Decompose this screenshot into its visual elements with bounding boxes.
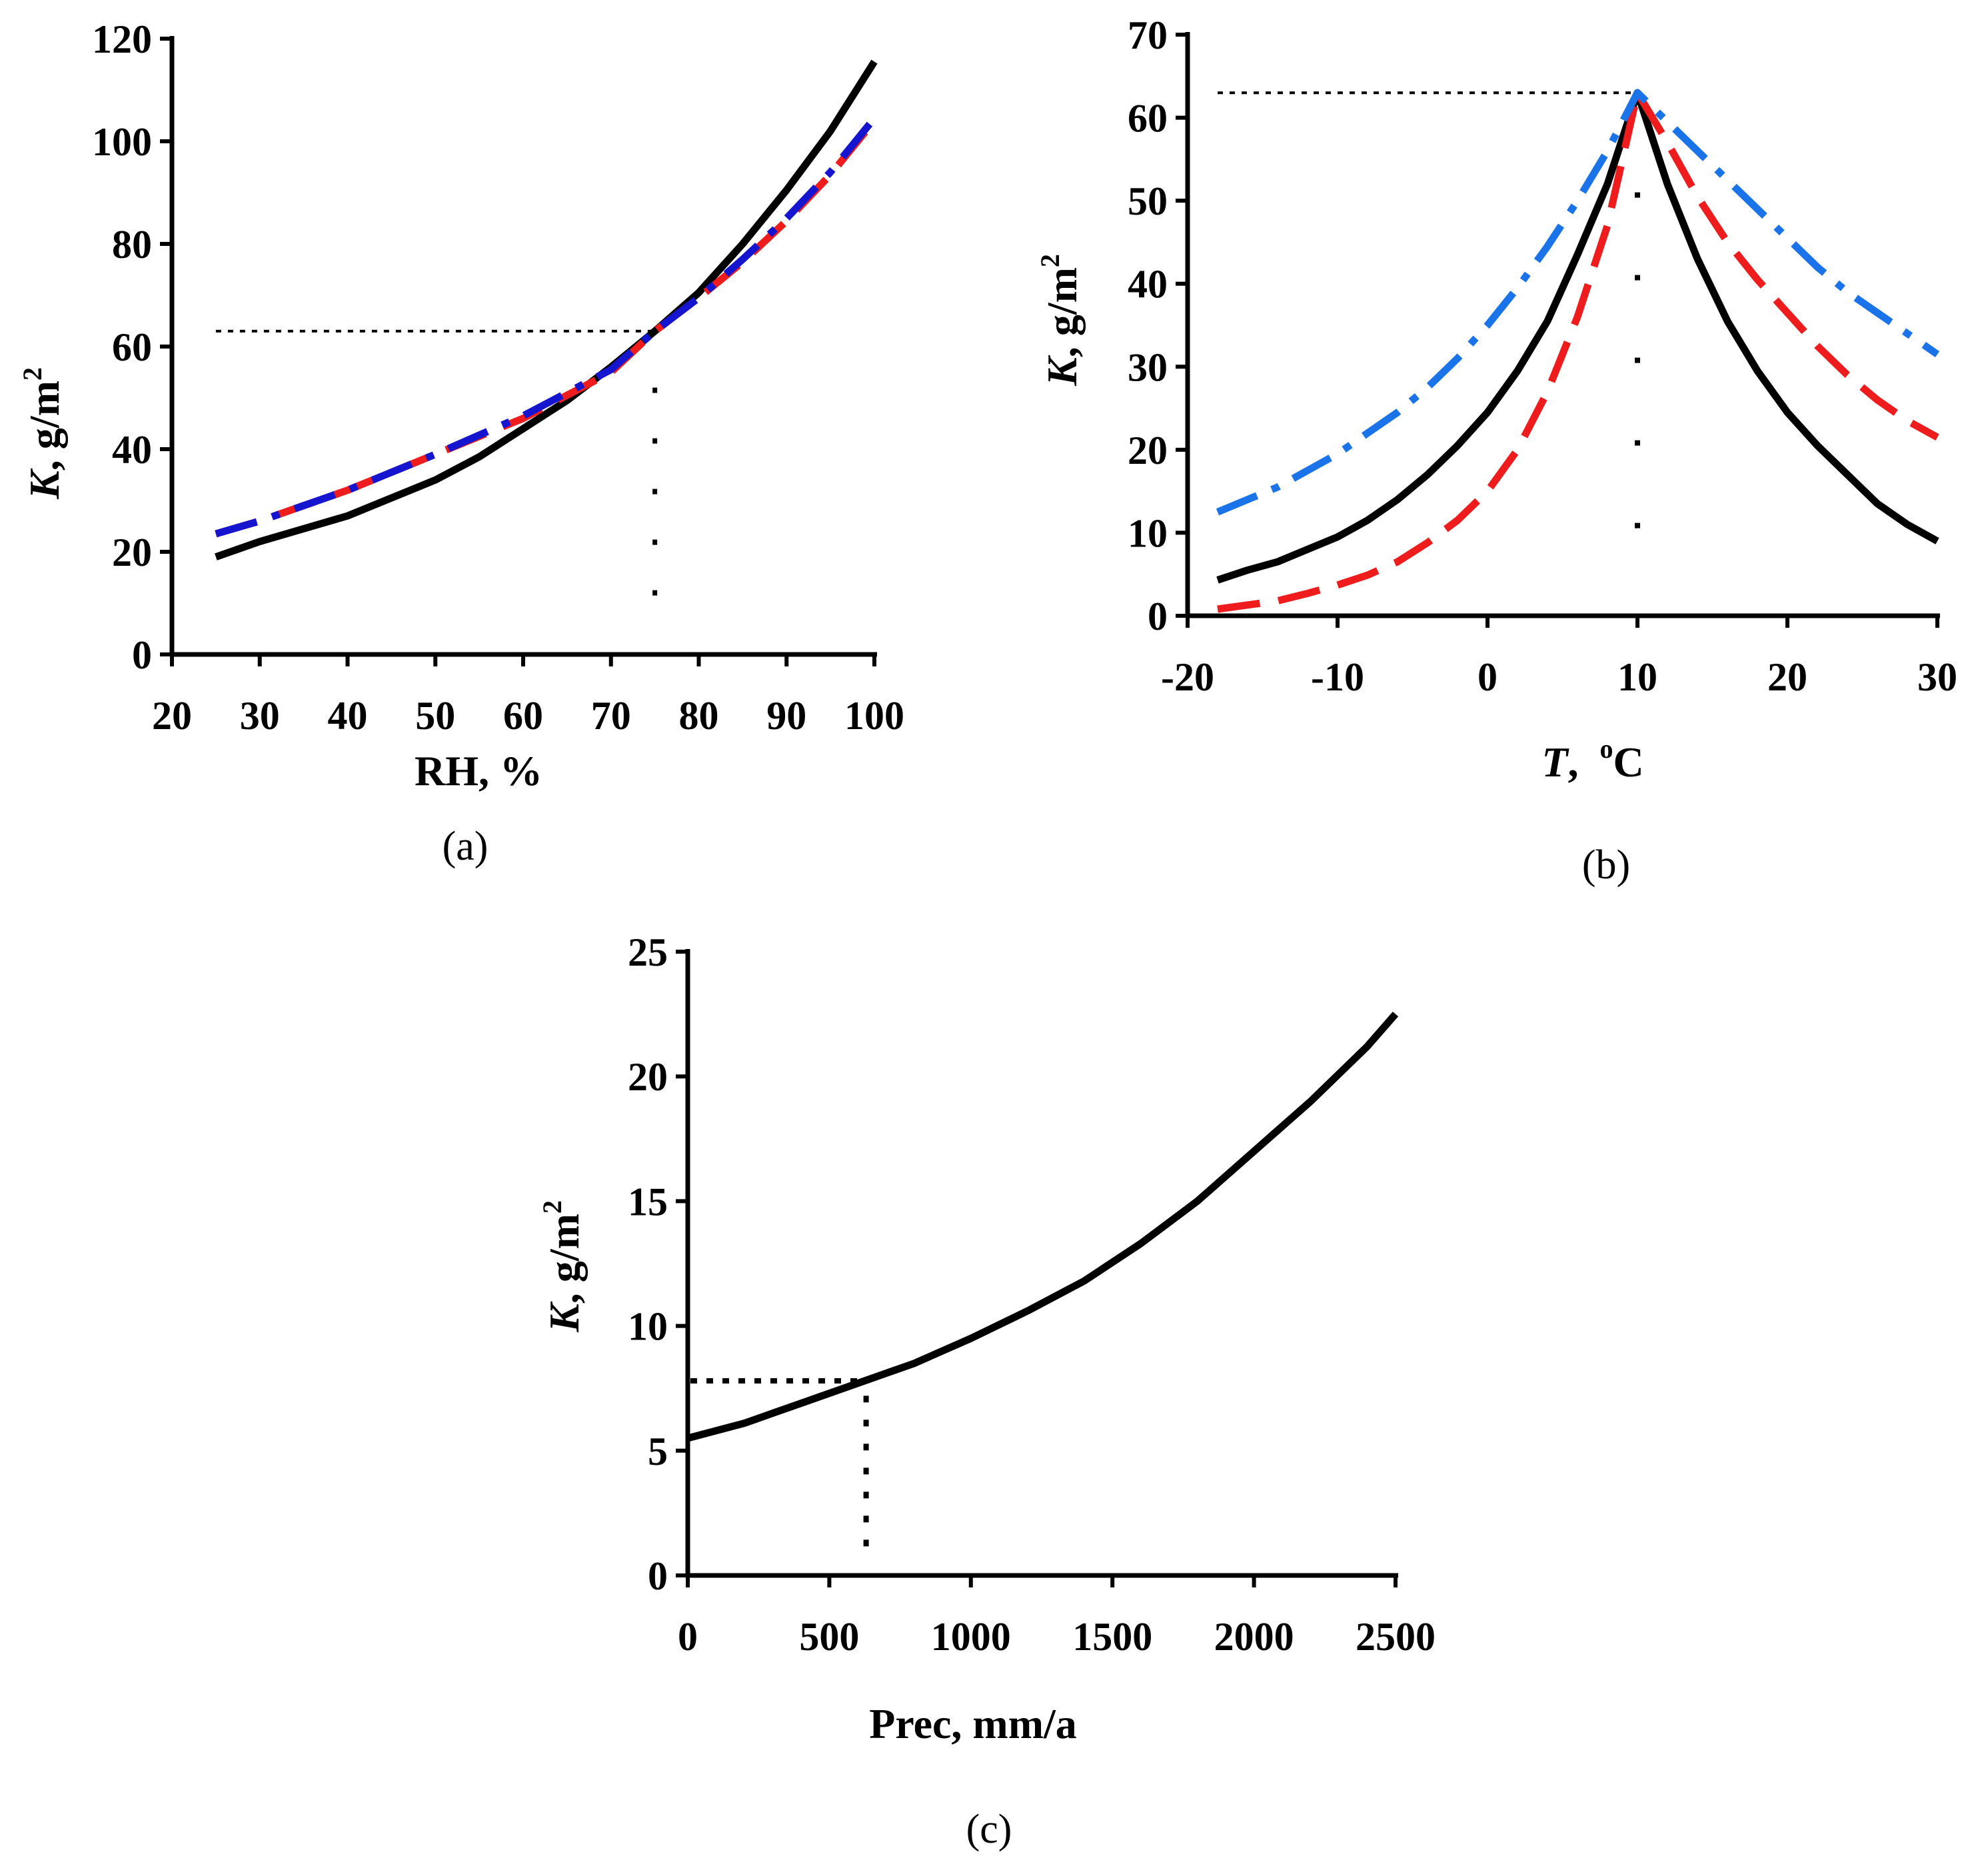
x-tick-label: 20 (152, 694, 192, 738)
y-tick-label: 20 (628, 1055, 668, 1099)
chart-b-x-tick-labels: -20 -10 0 10 20 30 (1161, 655, 1957, 699)
x-tick-label: 1000 (931, 1615, 1011, 1659)
x-tick-label: 90 (766, 694, 806, 738)
series-line-black-solid (1216, 89, 1939, 584)
chart-b-x-axis-title: T, oC (1541, 734, 1643, 786)
chart-c-caption: (c) (966, 1807, 1012, 1852)
y-tick-label: 0 (132, 633, 152, 677)
x-tick-label: 40 (328, 694, 368, 738)
x-tick-label: 70 (591, 694, 631, 738)
y-tick-label: 20 (112, 530, 152, 574)
chart-c: 0 5 10 15 20 25 0 500 1000 1500 2000 2500 Prec, mm… (537, 930, 1436, 1852)
series-line-red-dashed (1217, 89, 1939, 613)
chart-a-caption: (a) (443, 824, 489, 869)
x-tick-label: 100 (844, 694, 904, 738)
y-tick-label: 120 (92, 17, 152, 61)
x-tick-label: 2000 (1214, 1615, 1294, 1659)
series-line-blue-dashdot (1216, 89, 1940, 516)
chart-a-x-axis-title: RH, % (415, 747, 542, 794)
y-tick-label: 40 (112, 428, 152, 472)
x-tick-label: 80 (679, 694, 719, 738)
x-tick-label: 2500 (1356, 1615, 1436, 1659)
y-tick-label: 0 (648, 1554, 668, 1598)
series-line-red-dashed (215, 118, 878, 538)
y-tick-label: 30 (1128, 345, 1168, 389)
x-tick-label: 10 (1617, 655, 1657, 699)
chart-b: 0 10 20 30 40 50 60 70 -20 -10 0 10 20 30 T, oC K, g… (1035, 13, 1957, 888)
chart-c-series (686, 1011, 1399, 1442)
chart-b-y-tick-labels: 0 10 20 30 40 50 60 70 (1128, 13, 1168, 638)
x-tick-label: 30 (240, 694, 280, 738)
x-tick-label: -20 (1161, 655, 1214, 699)
y-tick-label: 60 (1128, 97, 1168, 141)
chart-c-reference-lines (690, 1378, 869, 1561)
chart-b-y-axis-title: K, g/m2 (1035, 254, 1086, 387)
x-tick-label: 60 (503, 694, 543, 738)
series-line-blue-dashdot (215, 115, 878, 538)
x-tick-label: 50 (415, 694, 455, 738)
y-tick-label: 10 (1128, 511, 1168, 555)
y-tick-label: 100 (92, 120, 152, 164)
chart-b-caption: (b) (1582, 842, 1630, 888)
x-tick-label: 30 (1917, 655, 1957, 699)
chart-b-series (1216, 89, 1940, 613)
y-tick-label: 60 (112, 325, 152, 369)
chart-c-y-tick-labels: 0 5 10 15 20 25 (628, 930, 668, 1598)
y-tick-label: 5 (648, 1429, 668, 1473)
chart-c-x-axis-title: Prec, mm/a (869, 1700, 1077, 1747)
chart-a-reference-lines (215, 329, 658, 619)
chart-a-y-tick-labels: 0 20 40 60 80 100 120 (92, 17, 152, 677)
x-tick-label: 500 (799, 1615, 859, 1659)
x-tick-label: 0 (1478, 655, 1497, 699)
y-tick-label: 15 (628, 1180, 668, 1224)
y-tick-label: 50 (1128, 179, 1168, 223)
y-tick-label: 20 (1128, 429, 1168, 472)
chart-b-axes (1176, 32, 1940, 628)
chart-b-reference-lines (1218, 91, 1640, 541)
y-tick-label: 0 (1148, 594, 1168, 638)
chart-c-axes (676, 949, 1398, 1587)
series-line-black-solid (215, 59, 878, 560)
chart-a-y-axis-title: K, g/m2 (17, 367, 68, 500)
y-tick-label: 40 (1128, 263, 1168, 307)
x-tick-label: 1500 (1072, 1615, 1152, 1659)
x-tick-label: -10 (1311, 655, 1364, 699)
chart-c-y-axis-title: K, g/m2 (537, 1200, 588, 1333)
y-tick-label: 70 (1128, 13, 1168, 57)
y-tick-label: 80 (112, 223, 152, 267)
chart-a-axes (160, 36, 877, 666)
x-tick-label: 0 (678, 1615, 698, 1659)
y-tick-label: 25 (628, 930, 668, 974)
chart-a-series (215, 59, 878, 560)
chart-c-x-tick-labels: 0 500 1000 1500 2000 2500 (678, 1615, 1436, 1659)
chart-a-x-tick-labels: 20 30 40 50 60 70 80 90 100 (152, 694, 904, 738)
x-tick-label: 20 (1767, 655, 1807, 699)
y-tick-label: 10 (628, 1305, 668, 1349)
series-line-black-solid (686, 1011, 1399, 1442)
